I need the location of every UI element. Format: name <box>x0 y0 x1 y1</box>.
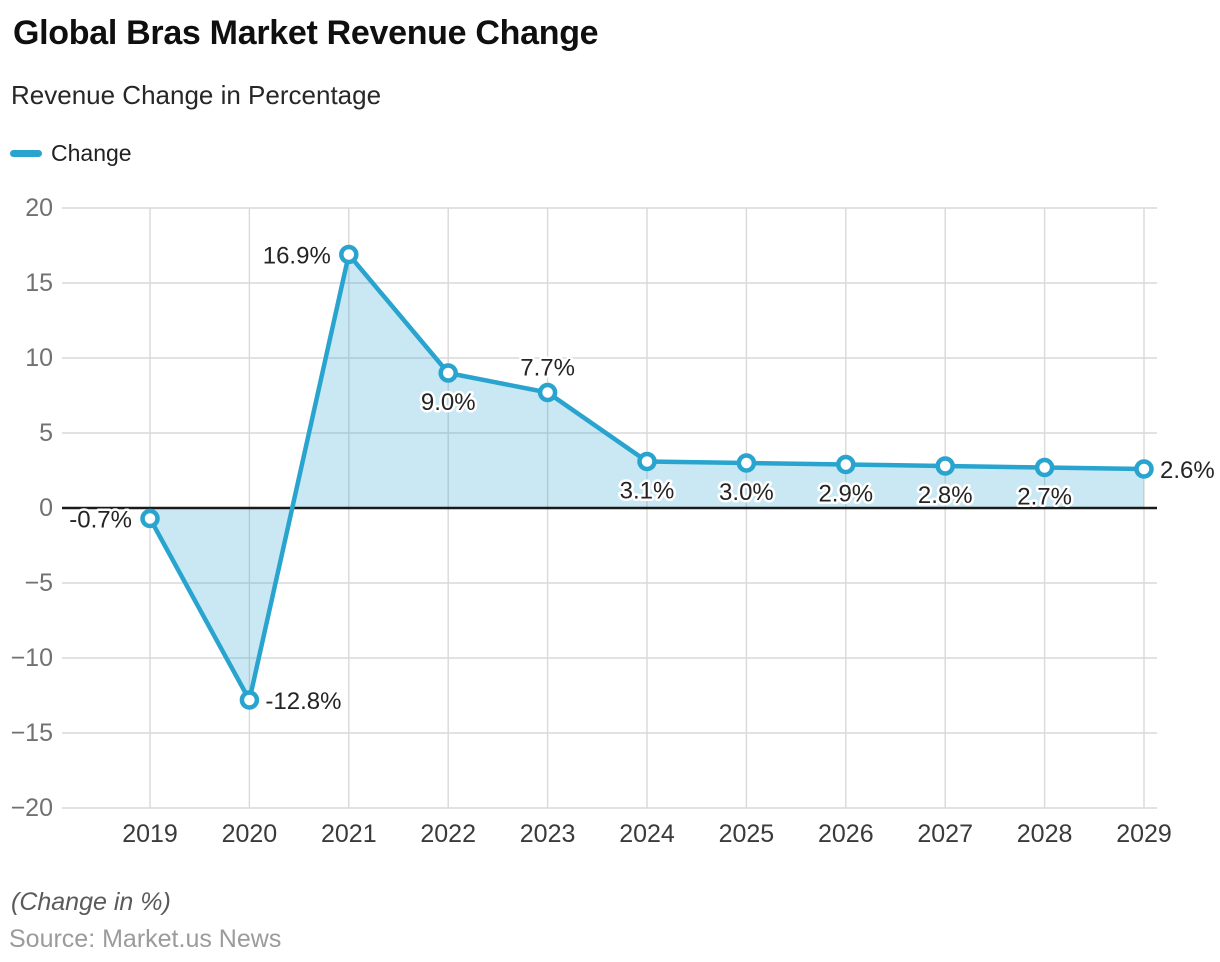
x-axis-tick-label: 2021 <box>321 820 377 848</box>
data-point-label: 2.9% <box>818 481 873 508</box>
y-axis-tick-label: 20 <box>25 194 53 222</box>
data-point-label: 16.9% <box>263 243 331 270</box>
chart-title: Global Bras Market Revenue Change <box>13 14 599 52</box>
y-axis-tick-label: 15 <box>25 269 53 297</box>
data-point-label: -0.7% <box>69 507 132 534</box>
x-axis-tick-label: 2020 <box>222 820 278 848</box>
x-axis-tick-label: 2019 <box>122 820 178 848</box>
x-axis-tick-label: 2029 <box>1116 820 1172 848</box>
x-axis-tick-label: 2024 <box>619 820 675 848</box>
data-point-label: 7.7% <box>520 355 575 382</box>
data-point-label: 2.7% <box>1017 484 1072 511</box>
data-point-marker <box>836 454 856 475</box>
data-point-marker <box>736 453 757 473</box>
data-point-marker <box>438 363 458 383</box>
data-point-marker <box>1034 457 1055 478</box>
data-point-label: 2.8% <box>918 482 973 509</box>
data-point-label: 3.1% <box>620 478 675 505</box>
source-note: Source: Market.us News <box>9 925 282 953</box>
data-point-label: 2.6% <box>1160 457 1215 484</box>
data-point-marker <box>339 244 359 265</box>
data-point-marker <box>537 382 558 403</box>
data-point-marker <box>140 508 160 529</box>
data-point-marker <box>1134 459 1154 479</box>
data-point-marker <box>239 690 260 710</box>
chart-subtitle: Revenue Change in Percentage <box>11 80 382 110</box>
x-axis-tick-label: 2028 <box>1017 820 1073 848</box>
y-axis-tick-label: 10 <box>25 344 53 372</box>
data-point-label: 9.0% <box>421 389 476 416</box>
y-axis-tick-label: −5 <box>24 569 53 597</box>
x-axis-tick-label: 2027 <box>917 820 973 848</box>
data-point-label: 3.0% <box>719 479 774 506</box>
data-point-marker <box>935 456 955 476</box>
legend-line-swatch <box>10 150 42 157</box>
x-axis-tick-label: 2026 <box>818 820 874 848</box>
axis-unit-note: (Change in %) <box>11 888 171 916</box>
y-axis-tick-label: −10 <box>11 644 53 672</box>
y-axis-tick-label: 0 <box>39 494 53 522</box>
y-axis-tick-label: −15 <box>11 719 53 747</box>
legend-series-label: Change <box>51 140 132 166</box>
y-axis-tick-label: 5 <box>39 419 53 447</box>
legend: Change <box>10 140 132 166</box>
data-point-marker <box>637 451 657 472</box>
x-axis-tick-label: 2025 <box>719 820 775 848</box>
data-point-label: -12.8% <box>265 688 341 715</box>
x-axis-tick-label: 2023 <box>520 820 576 848</box>
x-axis-tick-label: 2022 <box>420 820 476 848</box>
area-fill <box>150 254 1144 700</box>
y-axis-tick-label: −20 <box>11 794 53 822</box>
